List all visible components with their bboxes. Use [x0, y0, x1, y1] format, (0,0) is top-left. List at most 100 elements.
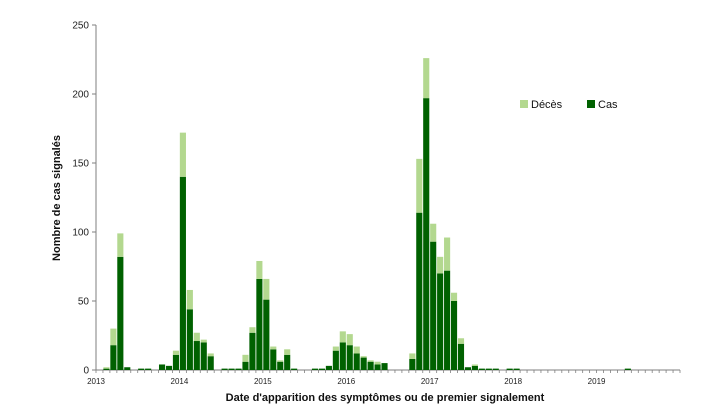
legend-swatch-deces	[520, 100, 528, 108]
y-tick-label: 100	[72, 228, 89, 239]
y-axis-title: Nombre de cas signalés	[51, 135, 63, 261]
bar-cas	[270, 349, 277, 370]
bar-cas	[409, 358, 416, 370]
bar-cas	[172, 354, 180, 370]
bar-deces	[249, 327, 256, 333]
bar-cas	[200, 342, 207, 370]
bar-cas	[165, 365, 173, 370]
bar-cas	[353, 353, 360, 370]
y-tick-label: 250	[72, 21, 89, 32]
bar-deces	[172, 350, 180, 355]
y-axis: 0 50 100 150 200 250	[72, 21, 97, 377]
bar-cas	[360, 357, 367, 370]
bar-cas	[103, 368, 110, 370]
bar-cas	[325, 365, 332, 370]
bar-cas	[381, 363, 388, 370]
bar-cas	[318, 368, 326, 370]
x-tick-label: 2017	[421, 377, 439, 386]
bar-deces	[284, 349, 291, 355]
bar-cas	[158, 364, 166, 370]
bar-deces	[339, 331, 346, 343]
bar-cas	[311, 368, 319, 370]
x-tick-label: 2014	[171, 377, 189, 386]
bar-cas	[416, 212, 423, 370]
bar-cas	[430, 241, 437, 370]
x-tick-label: 2019	[588, 377, 606, 386]
bar-deces	[471, 364, 478, 366]
bar-cas	[179, 176, 186, 370]
bar-deces	[179, 132, 186, 177]
legend-label-cas: Cas	[598, 99, 618, 111]
x-tick-label: 2016	[337, 377, 355, 386]
bar-cas	[513, 368, 520, 370]
x-tick-label: 2018	[504, 377, 522, 386]
bar-cas	[457, 343, 465, 370]
bar-cas	[117, 256, 124, 370]
bar-deces	[110, 328, 117, 346]
bar-deces	[256, 260, 263, 279]
bar-cas	[478, 368, 485, 370]
legend: Décès Cas	[520, 99, 618, 111]
bar-cas	[506, 368, 513, 370]
bar-deces	[346, 334, 353, 346]
bar-deces	[430, 223, 437, 242]
bar-deces	[416, 158, 423, 213]
bar-deces	[193, 332, 200, 342]
bar-cas	[284, 354, 291, 370]
bar-deces	[277, 360, 284, 362]
bar-cas	[291, 368, 298, 370]
bar-cas	[138, 368, 145, 370]
bar-cas	[444, 270, 451, 370]
bar-cas	[492, 368, 499, 370]
bar-deces	[360, 356, 367, 358]
bar-deces	[374, 361, 381, 365]
bar-deces	[207, 353, 214, 357]
y-tick-label: 150	[72, 159, 89, 170]
bar-cas	[471, 365, 478, 370]
bar-deces	[332, 346, 339, 351]
bar-deces	[270, 346, 277, 350]
bar-deces	[450, 292, 458, 301]
bar-deces	[200, 339, 207, 343]
x-tick-label: 2015	[254, 377, 272, 386]
bar-cas	[256, 278, 263, 370]
bar-deces	[263, 278, 270, 300]
bar-cas	[423, 98, 430, 370]
bar-cas	[193, 341, 200, 370]
bar-deces	[117, 233, 124, 257]
y-tick-label: 200	[72, 90, 89, 101]
bar-cas	[485, 368, 492, 370]
bar-cas	[207, 356, 214, 370]
bar-deces	[186, 289, 193, 310]
bar-cas	[339, 342, 346, 370]
bar-deces	[423, 58, 430, 99]
bar-cas	[228, 368, 235, 370]
legend-swatch-cas	[587, 100, 595, 108]
bar-cas	[186, 309, 193, 370]
bar-cas	[624, 368, 631, 370]
bar-cas	[346, 345, 353, 370]
legend-label-deces: Décès	[531, 99, 563, 111]
bar-cas	[124, 367, 131, 370]
bar-cas	[221, 368, 228, 370]
y-tick-label: 0	[83, 366, 89, 377]
bar-cas	[464, 367, 472, 370]
bar-deces	[437, 256, 444, 274]
bar-deces	[367, 360, 374, 362]
bar-cas	[249, 332, 256, 370]
bar-cas	[367, 361, 374, 370]
bar-deces	[103, 367, 110, 369]
bars	[103, 58, 631, 370]
bar-cas	[437, 273, 444, 370]
x-axis: 2013 2014 2015 2016 2017 2018 2019	[87, 369, 681, 386]
bar-deces	[242, 354, 249, 362]
bar-cas	[242, 361, 249, 370]
x-axis-title: Date d'apparition des symptômes ou de pr…	[226, 392, 545, 404]
bar-deces	[444, 237, 451, 271]
bar-cas	[450, 301, 458, 370]
bar-cas	[110, 345, 117, 370]
bar-deces	[353, 346, 360, 354]
bar-cas	[374, 364, 381, 370]
bar-cas	[277, 361, 284, 370]
